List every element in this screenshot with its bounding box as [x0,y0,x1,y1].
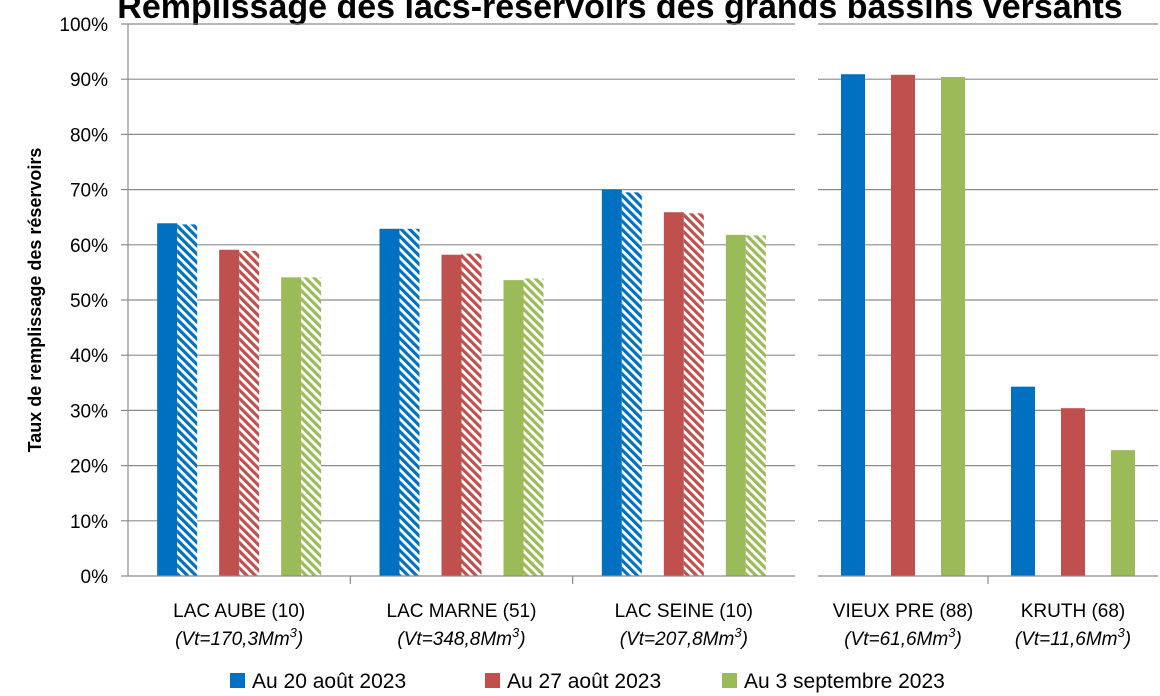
y-tick-label: 10% [70,512,108,533]
chart-title: Remplissage des lacs-réservoirs des gran… [117,0,1122,26]
bar-hatched [461,253,482,576]
category-label: VIEUX PRE (88) [833,601,973,622]
y-tick-label: 90% [70,70,108,91]
y-tick-label: 40% [70,346,108,367]
category-volume-label: (Vt=61,6Mm3) [844,625,962,650]
y-tick-label: 20% [70,457,108,478]
y-tick-label: 70% [70,181,108,202]
bar-solid [1061,408,1085,576]
bar-solid [441,254,462,576]
category-label: KRUTH (68) [1021,601,1126,622]
y-tick-label: 80% [70,125,108,146]
legend-swatch [722,673,737,688]
bar-solid [891,74,915,576]
bar-hatched [301,277,322,576]
category-labels: LAC AUBE (10) (Vt=170,3Mm3) LAC MARNE (51)… [173,601,1131,650]
y-axis-label: Taux de remplissage des réservoirs [25,148,45,453]
bar-solid [1111,450,1135,576]
bar-solid [157,223,178,576]
category-volume-label: (Vt=207,8Mm3) [620,625,748,650]
bar-hatched [523,278,544,576]
bar-solid [841,74,865,577]
category-label: LAC AUBE (10) [173,601,305,622]
legend: Au 20 août 2023 Au 27 août 2023 Au 3 septe… [230,670,945,693]
bar-solid [663,212,684,576]
legend-swatch [485,673,500,688]
bar-solid [503,280,524,576]
legend-label: Au 3 septembre 2023 [744,670,945,693]
bar-hatched [399,228,420,577]
bar-solid [725,234,746,576]
bar-solid [601,189,622,576]
legend-swatch [230,673,245,688]
legend-label: Au 20 août 2023 [252,670,406,693]
y-tick-labels: 0% 10% 20% 30% 40% 50% 60% 70% 80% 90% 100% [59,15,108,588]
bar-solid [281,277,302,576]
y-tick-label: 0% [81,567,109,588]
category-volume-label: (Vt=11,6Mm3) [1015,625,1131,650]
bar-solid [941,76,965,576]
bar-solid [379,228,400,577]
bar-solid [219,249,240,576]
category-label: LAC SEINE (10) [615,601,753,622]
axes [121,23,1158,584]
y-tick-label: 100% [59,15,108,36]
gridlines [128,23,1158,522]
y-tick-label: 50% [70,291,108,312]
category-label: LAC MARNE (51) [387,601,537,622]
bar-solid [1011,386,1035,576]
bar-hatched [621,192,642,577]
bar-hatched [239,250,260,576]
legend-label: Au 27 août 2023 [507,670,661,693]
y-tick-label: 60% [70,236,108,257]
bars [157,74,1135,577]
bar-hatched [177,224,198,576]
bar-hatched [745,235,766,576]
y-tick-label: 30% [70,401,108,422]
category-volume-label: (Vt=170,3Mm3) [175,625,303,650]
bar-hatched [683,213,704,576]
category-volume-label: (Vt=348,8Mm3) [397,625,525,650]
